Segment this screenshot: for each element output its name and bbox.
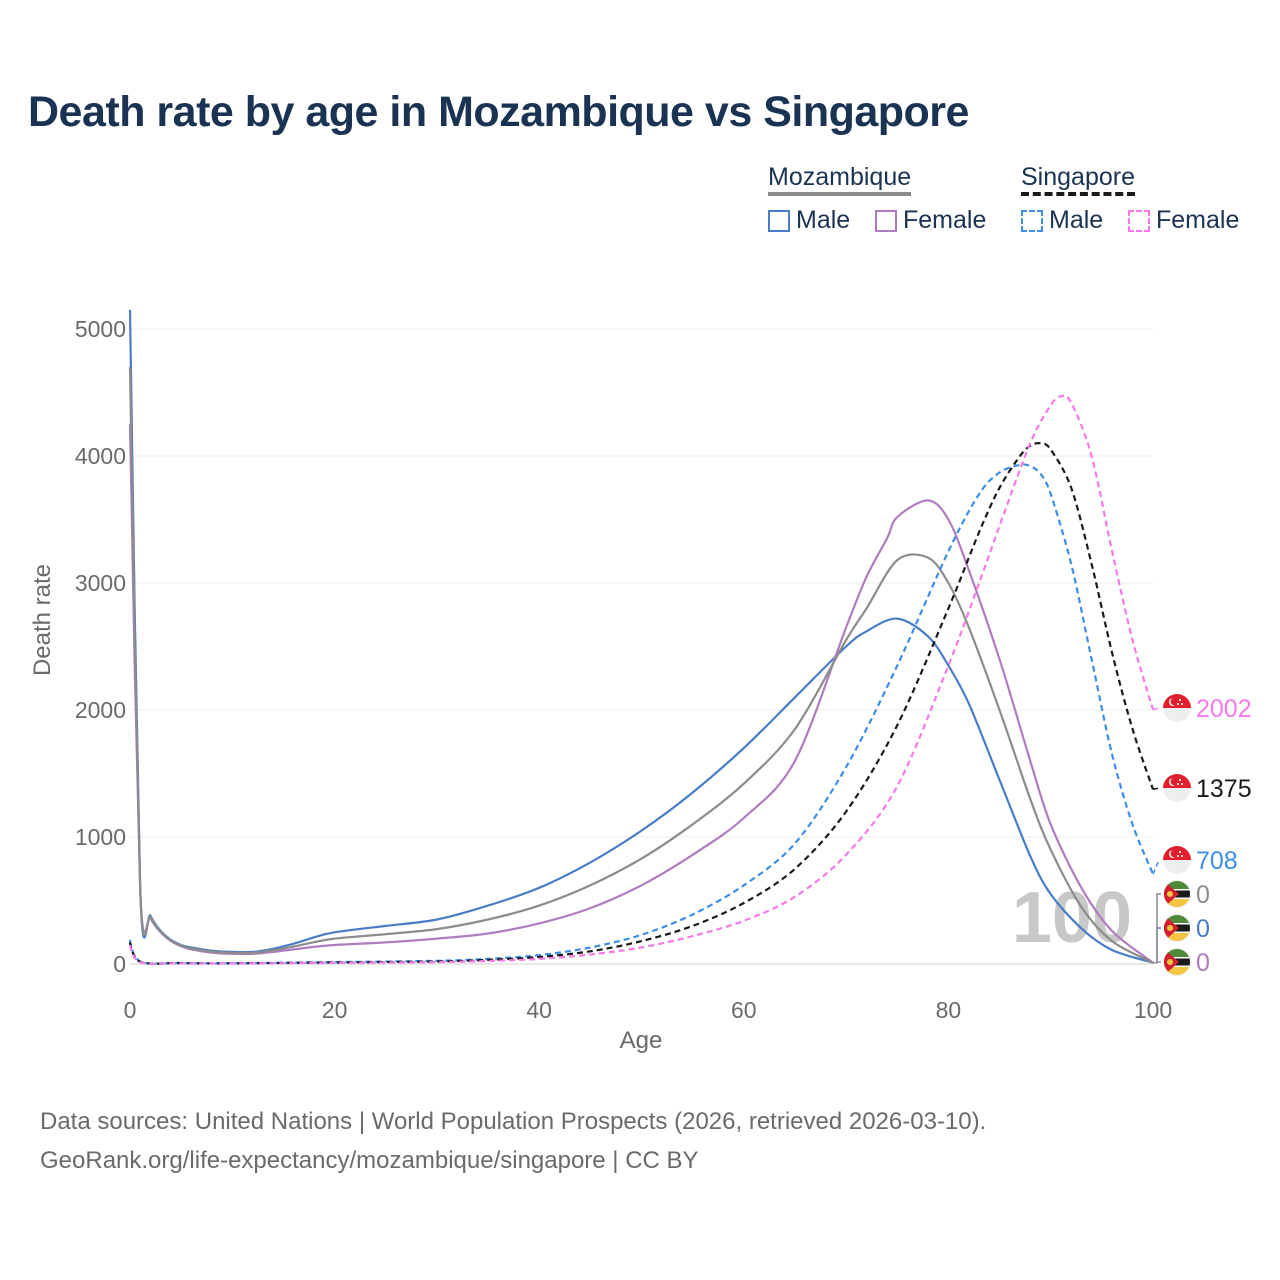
legend-swatch-mozambique-male [768, 209, 790, 232]
legend-swatch-singapore-male [1021, 209, 1043, 232]
mozambique-flag [1163, 948, 1191, 976]
singapore-flag [1163, 774, 1191, 802]
y-axis-label: Death rate [29, 564, 56, 676]
x-tick-label: 80 [936, 997, 962, 1023]
y-tick-label: 1000 [75, 824, 126, 850]
source-note: Data sources: United Nations | World Pop… [40, 1108, 987, 1135]
legend-group-mozambique[interactable]: Mozambique [768, 163, 912, 196]
legend-group-singapore-line [1021, 192, 1135, 196]
x-tick-label: 0 [124, 997, 137, 1023]
legend-item-singapore-male[interactable]: Male [1021, 206, 1103, 235]
series-line-sgp_female[interactable] [128, 394, 1155, 965]
singapore-flag [1163, 846, 1191, 874]
legend-item-singapore-male-label: Male [1049, 206, 1104, 234]
series-line-moz_both[interactable] [128, 367, 1154, 964]
series-line-sgp_male[interactable] [128, 463, 1155, 965]
x-axis-label: Age [620, 1027, 663, 1054]
mozambique-flag [1163, 880, 1191, 908]
y-tick-label: 4000 [75, 443, 126, 469]
legend-item-mozambique-female[interactable]: Female [875, 206, 986, 235]
end-label-moz_female: 0 [1196, 949, 1210, 977]
grid-lines [130, 328, 1153, 965]
series-lines [128, 309, 1155, 965]
legend-item-singapore-female[interactable]: Female [1128, 206, 1239, 235]
end-labels: 0 0 0 708 1375 2002 [1152, 694, 1252, 977]
series-line-moz_male[interactable] [128, 309, 1154, 964]
x-tick-label: 60 [731, 997, 757, 1023]
legend-item-mozambique-male[interactable]: Male [768, 206, 850, 235]
end-label-connector-moz_both [1153, 893, 1161, 964]
end-label-sgp_both: 1375 [1196, 775, 1252, 803]
end-label-sgp_female: 2002 [1196, 695, 1252, 723]
mozambique-flag [1163, 914, 1191, 942]
y-tick-label: 0 [113, 951, 126, 977]
end-label-connector-sgp_female [1152, 707, 1160, 711]
source-link[interactable]: GeoRank.org/life-expectancy/mozambique/s… [40, 1147, 699, 1174]
legend-swatch-singapore-female [1128, 209, 1150, 232]
legend-item-mozambique-female-label: Female [903, 206, 987, 234]
end-label-moz_male: 0 [1196, 915, 1210, 943]
x-tick-label: 20 [322, 997, 348, 1023]
legend-group-singapore-label: Singapore [1021, 163, 1135, 191]
y-tick-label: 3000 [75, 570, 126, 596]
axis-ticks: 0 1000 2000 3000 4000 5000 0 20 40 60 80 100 [75, 316, 1172, 1023]
series-line-moz_female[interactable] [128, 424, 1154, 964]
y-tick-label: 5000 [75, 316, 126, 342]
legend-item-mozambique-male-label: Male [796, 206, 851, 234]
legend-swatch-mozambique-female [875, 209, 897, 232]
legend-group-singapore[interactable]: Singapore [1021, 163, 1135, 196]
end-label-connector-sgp_both [1152, 787, 1160, 791]
legend-group-mozambique-label: Mozambique [768, 163, 912, 191]
end-label-sgp_male: 708 [1196, 847, 1238, 875]
page-title: Death rate by age in Mozambique vs Singa… [28, 88, 969, 136]
y-tick-label: 2000 [75, 697, 126, 723]
legend-group-mozambique-line [768, 192, 912, 196]
x-tick-label: 40 [526, 997, 552, 1023]
singapore-flag [1163, 694, 1191, 722]
legend-item-singapore-female-label: Female [1156, 206, 1240, 234]
end-label-moz_both: 0 [1196, 881, 1210, 909]
end-label-connector-sgp_male [1152, 859, 1160, 875]
x-tick-label: 100 [1134, 997, 1172, 1023]
